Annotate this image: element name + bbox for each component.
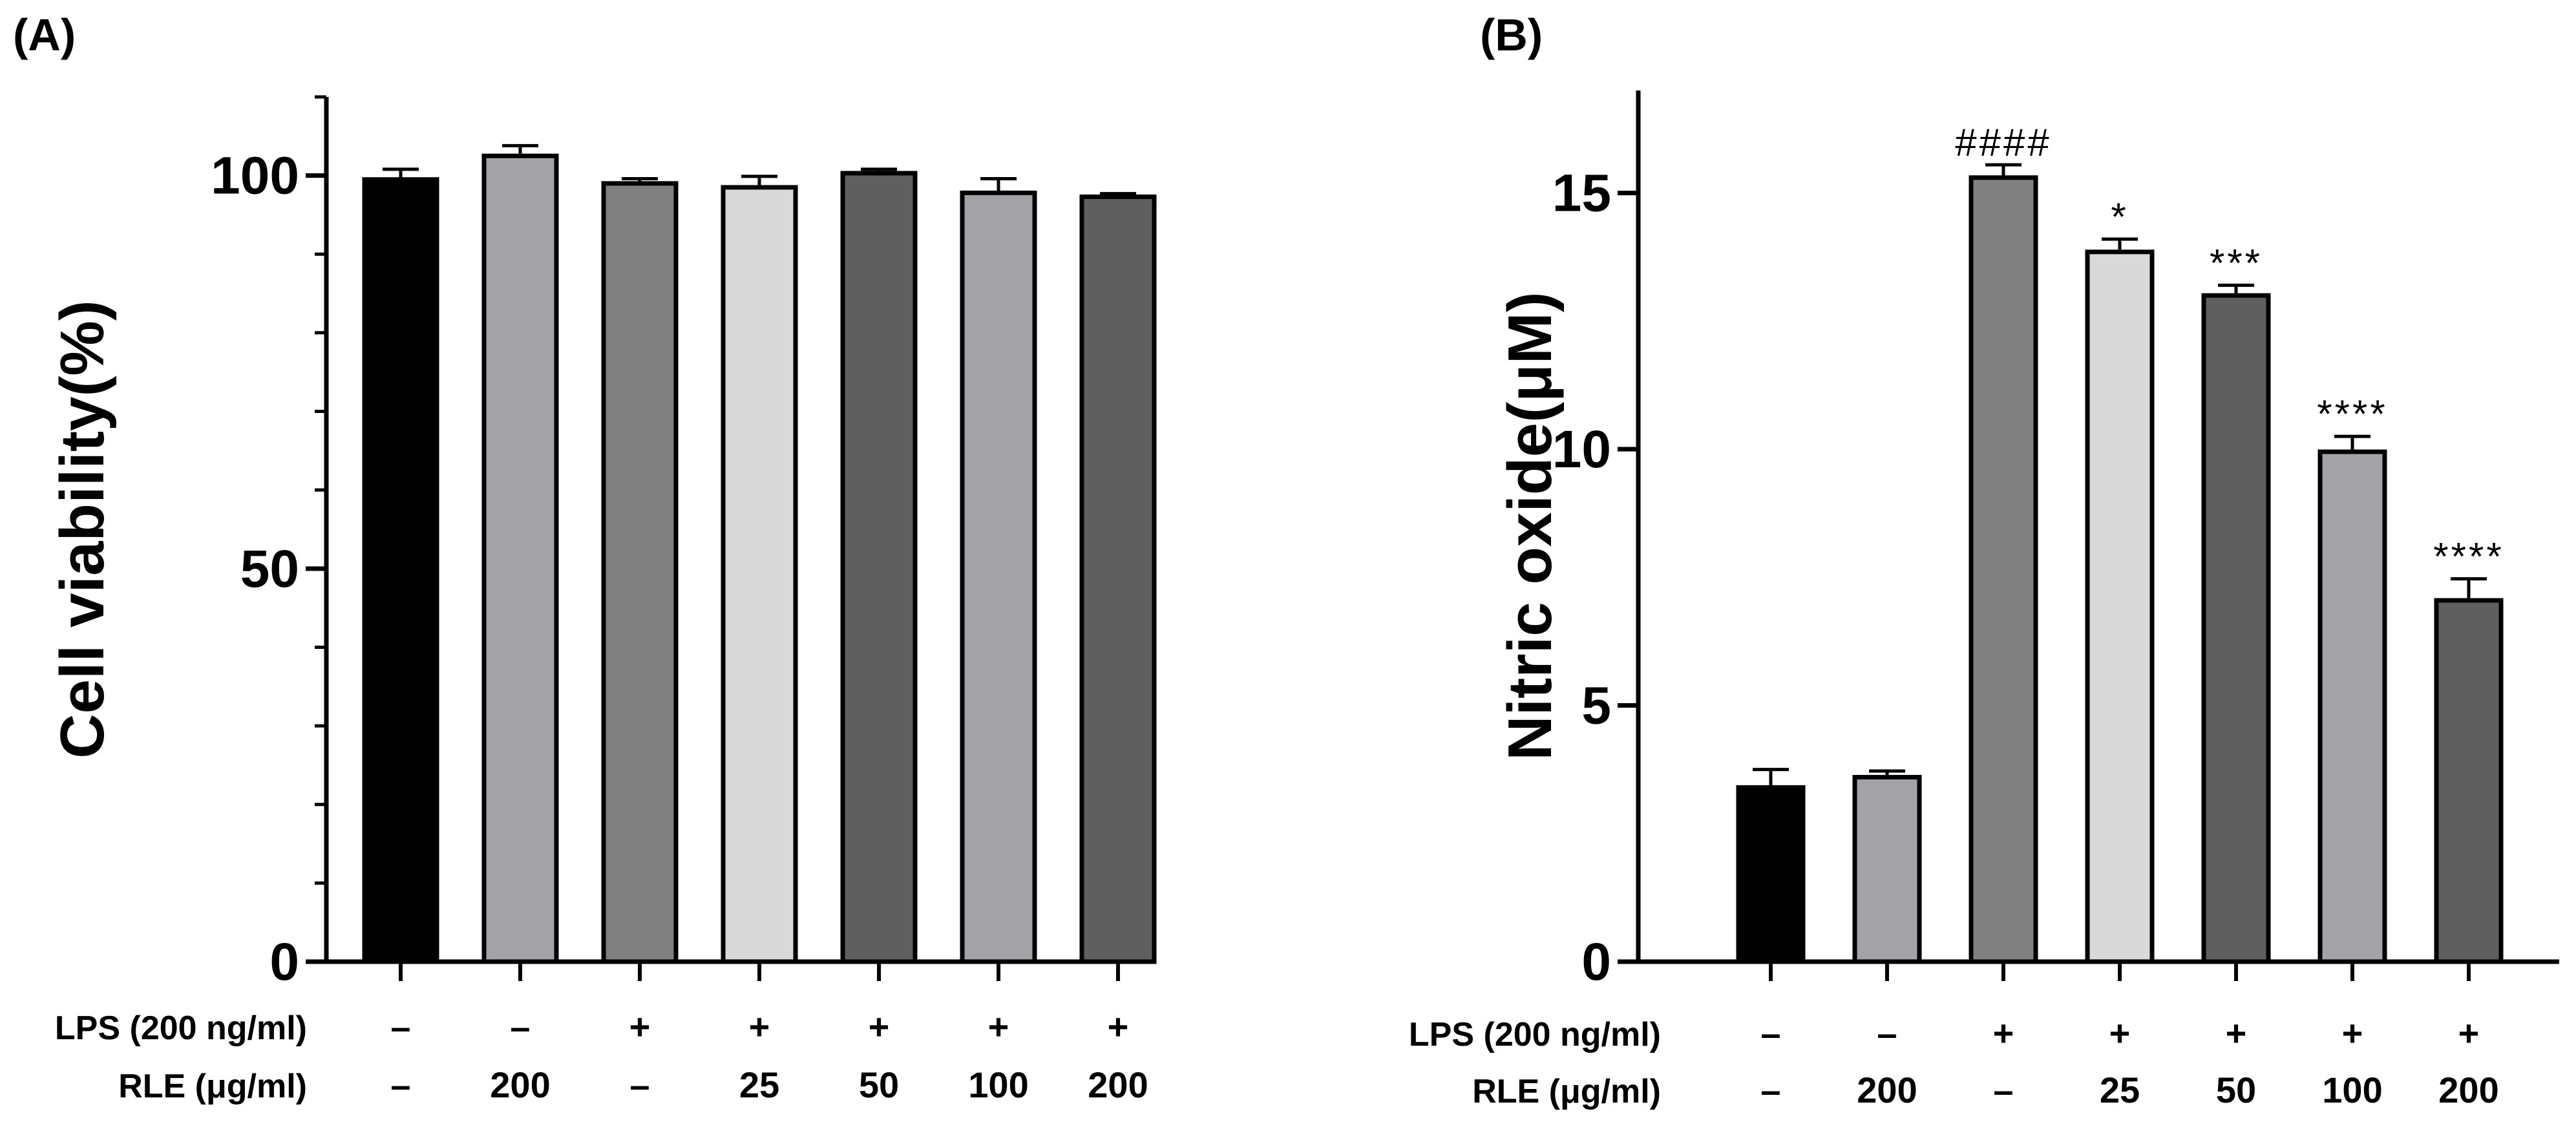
rle-row-label: RLE (μg/ml): [1472, 1073, 1661, 1110]
bar-3: [1969, 175, 2038, 964]
y-tick-label: 5: [1581, 677, 1611, 735]
y-tick-label: 0: [1581, 933, 1611, 991]
rle-row-label: RLE (μg/ml): [118, 1068, 307, 1105]
bar-4: [721, 185, 798, 964]
rle-value-6: 100: [968, 1064, 1028, 1105]
lps-row-label: LPS (200 ng/ml): [55, 1009, 307, 1047]
lps-value-7: +: [2458, 1013, 2480, 1053]
panel-label: (B): [1480, 10, 1543, 60]
lps-value-3: +: [1993, 1013, 2014, 1053]
bar-2: [1852, 775, 1922, 964]
lps-value-4: +: [2109, 1013, 2131, 1053]
lps-value-3: +: [629, 1006, 651, 1047]
bar-1: [362, 177, 439, 964]
rle-value-5: 50: [859, 1064, 899, 1105]
rle-value-2: 200: [1857, 1070, 1917, 1110]
chart-panel-a: (A) 0 50 100 Cell viability(%) – – – 200 + – +25 +50…: [13, 10, 1157, 1105]
bar-7: [1079, 194, 1157, 964]
rle-value-2: 200: [490, 1064, 550, 1105]
bar-6: [2317, 449, 2387, 964]
y-tick-label: 15: [1552, 164, 1611, 223]
bar-1: [1736, 785, 1806, 964]
rle-value-3: –: [1993, 1070, 2013, 1110]
significance-label-3: ####: [1955, 121, 2051, 164]
rle-value-3: –: [629, 1064, 649, 1105]
y-tick-label: 10: [1552, 420, 1611, 479]
lps-value-6: +: [988, 1006, 1009, 1047]
rle-value-4: 25: [2100, 1070, 2140, 1110]
y-tick-label: 100: [211, 147, 299, 206]
chart-panel-b: (B) 0 5 10 15 Nitric oxide(μM) – – – 200 #### + – * +2…: [1409, 10, 2559, 1110]
y-axis-title: Nitric oxide(μM): [1495, 291, 1565, 760]
significance-label-6: ****: [2317, 392, 2387, 436]
lps-value-2: –: [510, 1006, 530, 1047]
panel-label: (A): [13, 10, 76, 60]
lps-value-2: –: [1877, 1013, 1897, 1053]
rle-value-5: 50: [2216, 1070, 2256, 1110]
lps-value-4: +: [749, 1006, 770, 1047]
rle-value-7: 200: [1088, 1064, 1148, 1105]
lps-value-5: +: [2226, 1013, 2247, 1053]
bar-6: [960, 190, 1037, 964]
bar-5: [840, 171, 918, 964]
lps-value-6: +: [2342, 1013, 2363, 1053]
lps-value-1: –: [390, 1006, 410, 1047]
rle-value-6: 100: [2322, 1070, 2382, 1110]
lps-value-1: –: [1760, 1013, 1780, 1053]
significance-label-7: ****: [2433, 535, 2504, 578]
lps-value-5: +: [869, 1006, 890, 1047]
bar-4: [2085, 249, 2155, 964]
y-tick-label: 0: [269, 933, 299, 991]
rle-value-1: –: [390, 1064, 410, 1105]
lps-value-7: +: [1108, 1006, 1129, 1047]
rle-value-4: 25: [739, 1064, 779, 1105]
bar-7: [2434, 598, 2504, 964]
lps-row-label: LPS (200 ng/ml): [1409, 1016, 1661, 1053]
bar-5: [2201, 293, 2271, 964]
y-axis-title: Cell viability(%): [48, 300, 117, 759]
significance-label-4: *: [2111, 195, 2128, 238]
rle-value-1: –: [1760, 1070, 1780, 1110]
significance-label-5: ***: [2210, 241, 2263, 284]
y-tick-label: 50: [240, 540, 299, 598]
rle-value-7: 200: [2438, 1070, 2498, 1110]
bar-2: [481, 153, 559, 964]
bar-3: [601, 181, 679, 964]
